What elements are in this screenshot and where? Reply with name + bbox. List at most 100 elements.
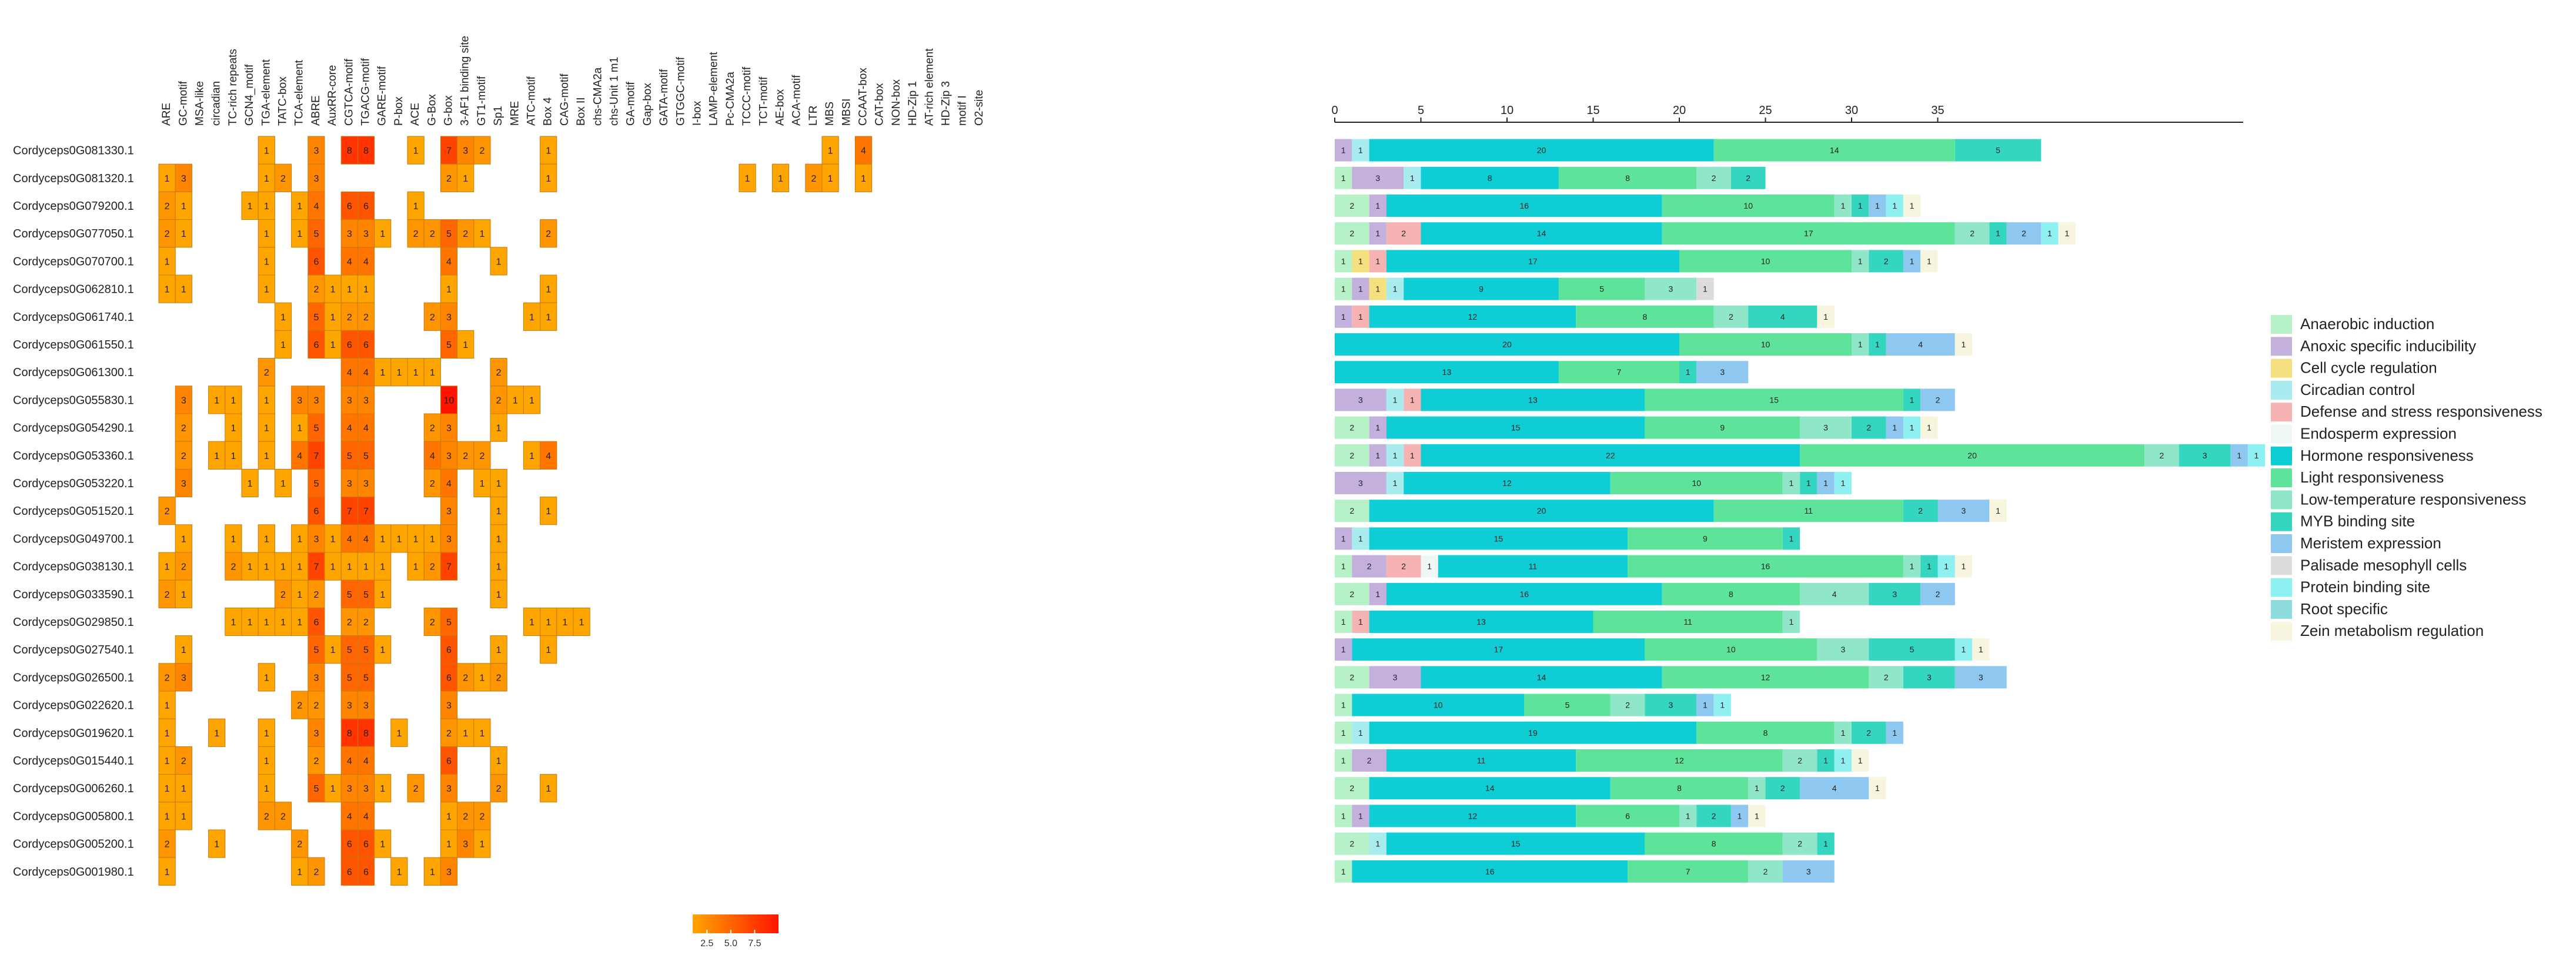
- bar-segment: [1886, 333, 1955, 356]
- heatmap-cell-value: 3: [463, 146, 468, 156]
- heatmap-cell: [274, 468, 292, 498]
- heatmap-cell-value: 3: [347, 784, 352, 794]
- bar-segment-label: 8: [1643, 312, 1648, 321]
- bar-segment-label: 2: [1866, 423, 1871, 433]
- bar-segment-label: 1: [1393, 478, 1398, 488]
- bar-segment-label: 2: [2022, 229, 2026, 238]
- heatmap-cell-value: 8: [347, 729, 352, 739]
- bar-segment: [1438, 555, 1628, 578]
- bar-segment: [1335, 777, 1369, 800]
- heatmap-cell-value: 4: [363, 812, 369, 822]
- heatmap-cell: [158, 774, 176, 803]
- heatmap-cell: [175, 746, 192, 775]
- heatmap-cell-value: 1: [264, 257, 269, 267]
- heatmap-column-label: AuxRR-core: [326, 65, 339, 126]
- heatmap-cell-value: 2: [479, 812, 485, 822]
- heatmap-cell-value: 4: [347, 812, 352, 822]
- heatmap-cell: [175, 191, 192, 220]
- bar-segment: [1782, 860, 1835, 883]
- bar-segment: [1782, 527, 1800, 550]
- bar-segment: [1869, 195, 1886, 217]
- bar-segment: [1645, 832, 1783, 855]
- heatmap-cell: [771, 163, 790, 192]
- heatmap-column-label: I-box: [691, 100, 704, 126]
- heatmap-column-label: O2-site: [973, 90, 985, 126]
- bar-segment: [1352, 555, 1386, 578]
- bar-segment-label: 8: [1763, 728, 1768, 738]
- heatmap-cell: [440, 607, 458, 636]
- heatmap-cell-value: 3: [446, 534, 452, 544]
- legend-swatch: [2271, 512, 2292, 531]
- heatmap-cell-value: 2: [430, 562, 435, 572]
- bar-segment: [1782, 749, 1817, 772]
- heatmap-cell: [457, 330, 475, 359]
- bar-segment: [1352, 527, 1369, 550]
- heatmap-cell-value: 2: [280, 812, 286, 822]
- heatmap-cell: [440, 302, 458, 331]
- bar-segment: [1386, 555, 1421, 578]
- bar-segment: [1335, 472, 1386, 494]
- bar-segment-label: 1: [1341, 256, 1346, 266]
- heatmap-cell-value: 1: [165, 867, 170, 877]
- heatmap-cell: [357, 524, 375, 553]
- heatmap-cell: [308, 552, 325, 581]
- bar-segment-label: 4: [1780, 312, 1785, 321]
- heatmap-row-label: Cordyceps0G053220.1: [13, 477, 134, 490]
- heatmap-cell: [340, 691, 358, 719]
- bar-segment: [1972, 638, 1990, 661]
- heatmap-cell: [457, 163, 475, 192]
- heatmap-cell-value: 4: [313, 202, 319, 212]
- heatmap-cell-value: 2: [313, 867, 319, 877]
- bar-segment: [1421, 166, 1559, 189]
- heatmap-row-label: Cordyceps0G026500.1: [13, 671, 134, 684]
- heatmap-cell-value: 3: [446, 424, 452, 434]
- heatmap-cell-value: 1: [380, 645, 385, 655]
- bar-segment-label: 17: [1804, 229, 1813, 238]
- bar-segment-label: 1: [1806, 478, 1811, 488]
- heatmap-cell-value: 2: [413, 229, 419, 239]
- bar-segment: [1421, 666, 1662, 689]
- heatmap-cell-value: 1: [413, 534, 419, 544]
- heatmap-cell: [258, 274, 275, 303]
- heatmap-cell-value: 1: [181, 590, 186, 600]
- bar-segment: [1782, 832, 1817, 855]
- heatmap-cell: [158, 274, 176, 303]
- heatmap-cell-value: 2: [413, 784, 419, 794]
- heatmap-cell-value: 10: [444, 396, 455, 406]
- bar-segment-label: 20: [1967, 451, 1977, 460]
- heatmap-cell: [357, 358, 375, 387]
- heatmap-column-label: P-box: [393, 96, 405, 126]
- heatmap-cell: [473, 802, 491, 830]
- heatmap-cell: [374, 635, 392, 664]
- heatmap-cell-value: 1: [496, 479, 502, 489]
- heatmap-cell: [158, 247, 176, 276]
- heatmap-cell-value: 3: [363, 701, 369, 711]
- heatmap-cell: [175, 635, 192, 664]
- heatmap-cell: [258, 247, 275, 276]
- heatmap-cell-value: 1: [214, 451, 219, 461]
- heatmap-cell-value: 1: [264, 229, 269, 239]
- bar-segment: [1404, 166, 1421, 189]
- bar-segment-label: 1: [1910, 395, 1915, 404]
- heatmap-cell-value: 5: [363, 451, 369, 461]
- bar-segment-label: 3: [1668, 284, 1673, 294]
- heatmap-cell-value: 1: [297, 229, 302, 239]
- bar-segment: [1869, 250, 1903, 273]
- bar-segment-label: 15: [1769, 395, 1779, 404]
- heatmap-cell: [291, 219, 309, 248]
- bar-segment-label: 1: [1823, 478, 1828, 488]
- bar-segment: [1903, 195, 1921, 217]
- legend-swatch: [2271, 315, 2292, 334]
- heatmap-cell-value: 1: [496, 590, 502, 600]
- heatmap-cell-value: 2: [430, 313, 435, 323]
- heatmap-cell-value: 1: [496, 424, 502, 434]
- heatmap-cell-value: 1: [430, 534, 435, 544]
- bar-segment: [1800, 444, 2145, 467]
- heatmap-cell-value: 2: [181, 451, 186, 461]
- bar-segment: [1696, 277, 1714, 300]
- heatmap-cell-value: 2: [165, 673, 170, 683]
- heatmap-cell-value: 1: [396, 729, 402, 739]
- heatmap-cell: [423, 302, 441, 331]
- heatmap-cell-value: 1: [562, 618, 567, 628]
- bar-segment-label: 1: [1358, 256, 1363, 266]
